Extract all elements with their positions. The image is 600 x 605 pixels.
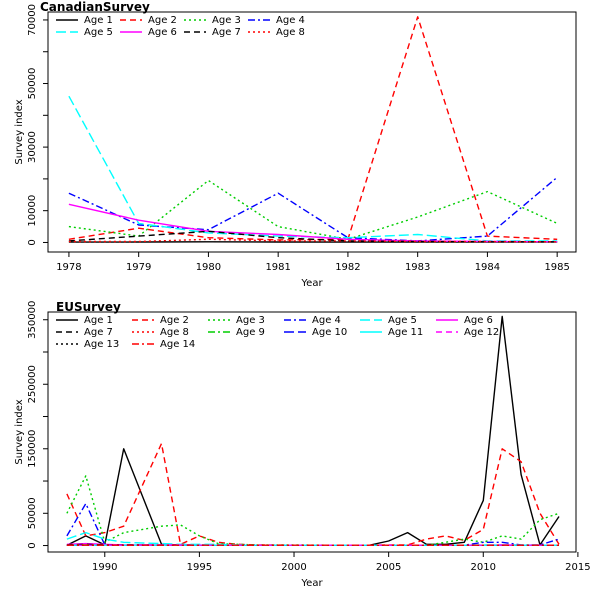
canadian-survey-x-axis-label: Year bbox=[300, 278, 323, 289]
canadian-survey-legend-label-age-6: Age 6 bbox=[148, 27, 177, 38]
canadian-survey-marks: 1978 1979 1980 1981 1982 1983 1984 1985 0 10000 30… bbox=[27, 4, 576, 273]
canadian-survey-legend-label-age-4: Age 4 bbox=[276, 15, 305, 26]
eu-survey-legend-label-age-7: Age 7 bbox=[84, 327, 113, 338]
eu-survey-x-tick-label: 2005 bbox=[376, 562, 401, 573]
canadian-survey-x-tick-label: 1979 bbox=[126, 262, 151, 273]
eu-survey-x-axis-label: Year bbox=[300, 578, 323, 589]
canadian-survey-series-age-4-line bbox=[69, 177, 557, 241]
eu-survey-x-tick-label: 1995 bbox=[187, 562, 212, 573]
canadian-survey-x-tick-label: 1981 bbox=[265, 262, 290, 273]
eu-survey-x-tick-label: 2000 bbox=[281, 562, 306, 573]
eu-survey-legend-label-age-2: Age 2 bbox=[160, 315, 189, 326]
eu-survey-y-tick-label: 350000 bbox=[27, 301, 38, 339]
eu-survey-legend-label-age-10: Age 10 bbox=[312, 327, 347, 338]
eu-survey-x-tick-label: 2015 bbox=[565, 562, 590, 573]
eu-survey-series-age-1-line bbox=[67, 317, 559, 546]
canadian-survey-y-tick-label: 0 bbox=[27, 239, 38, 245]
canadian-survey-legend-label-age-8: Age 8 bbox=[276, 27, 305, 38]
eu-survey-marks: 1990 1995 2000 2005 2010 2015 0 50000 150000 2500… bbox=[27, 301, 591, 573]
eu-survey-legend-label-age-11: Age 11 bbox=[388, 327, 423, 338]
canadian-survey-x-tick-label: 1985 bbox=[544, 262, 569, 273]
canadian-survey-series-age-3-line bbox=[69, 181, 557, 240]
canadian-survey-y-tick-label: 50000 bbox=[27, 68, 38, 100]
eu-survey-legend-label-age-14: Age 14 bbox=[160, 339, 195, 350]
canadian-survey-legend-label-age-7: Age 7 bbox=[212, 27, 241, 38]
canadian-survey-series-age-2-line bbox=[69, 17, 557, 240]
eu-survey-legend-label-age-13: Age 13 bbox=[84, 339, 119, 350]
canadian-survey-x-tick-label: 1980 bbox=[196, 262, 221, 273]
eu-survey-series-age-2-line bbox=[67, 444, 559, 546]
eu-survey-legend-label-age-3: Age 3 bbox=[236, 315, 265, 326]
eu-survey-legend-label-age-9: Age 9 bbox=[236, 327, 265, 338]
canadian-survey-series-age-5-line bbox=[69, 96, 557, 241]
eu-survey-x-tick-label: 1990 bbox=[92, 562, 117, 573]
canadian-survey-x-tick-label: 1982 bbox=[335, 262, 360, 273]
canadian-survey-x-tick-label: 1984 bbox=[475, 262, 500, 273]
eu-survey-y-tick-label: 150000 bbox=[27, 430, 38, 468]
eu-survey-x-tick-label: 2010 bbox=[471, 562, 496, 573]
canadian-survey-y-tick-label: 30000 bbox=[27, 131, 38, 163]
canadian-survey-y-tick-label: 70000 bbox=[27, 4, 38, 36]
eu-survey-y-tick-label: 250000 bbox=[27, 365, 38, 403]
canadian-survey-plot-frame bbox=[48, 12, 576, 252]
eu-survey-y-tick-label: 0 bbox=[27, 542, 38, 548]
eu-survey-plot-frame bbox=[48, 312, 576, 552]
canadian-survey-legend-label-age-5: Age 5 bbox=[84, 27, 113, 38]
eu-survey-legend-label-age-5: Age 5 bbox=[388, 315, 417, 326]
canadian-survey-x-tick-label: 1978 bbox=[56, 262, 81, 273]
eu-survey-legend-label-age-12: Age 12 bbox=[464, 327, 499, 338]
canadian-survey-y-axis-label: Survey index bbox=[14, 99, 25, 164]
canadian-survey-y-tick-label: 10000 bbox=[27, 195, 38, 227]
canadian-survey-legend-label-age-3: Age 3 bbox=[212, 15, 241, 26]
eu-survey-y-axis-label: Survey index bbox=[14, 399, 25, 464]
canadian-survey-legend-label-age-1: Age 1 bbox=[84, 15, 113, 26]
eu-survey-legend-label-age-1: Age 1 bbox=[84, 315, 113, 326]
eu-survey-legend-label-age-8: Age 8 bbox=[160, 327, 189, 338]
eu-survey-legend-label-age-4: Age 4 bbox=[312, 315, 341, 326]
eu-survey-y-tick-label: 50000 bbox=[27, 497, 38, 529]
canadian-survey-legend-label-age-2: Age 2 bbox=[148, 15, 177, 26]
eu-survey-legend-label-age-6: Age 6 bbox=[464, 315, 493, 326]
eu-survey-series-age-5-line bbox=[67, 533, 559, 546]
canadian-survey-x-tick-label: 1983 bbox=[405, 262, 430, 273]
